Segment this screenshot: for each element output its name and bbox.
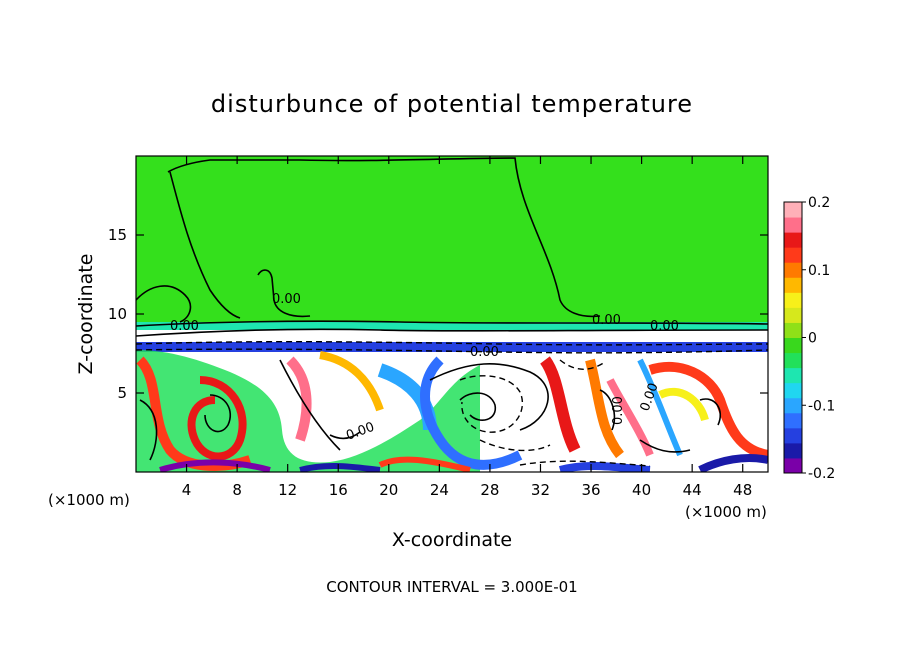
x-tick-label: 16 — [329, 481, 348, 499]
colorbar-tick-label: 0 — [808, 331, 817, 347]
contour-line — [136, 348, 768, 354]
colorbar-swatch — [784, 262, 802, 278]
contour-label: 0.00 — [650, 319, 679, 334]
x-axis-label: X-coordinate — [392, 529, 512, 551]
colorbar-tick-label: 0.2 — [808, 195, 830, 211]
colorbar-tick-label: 0.1 — [808, 263, 830, 279]
colorbar-swatch — [784, 352, 802, 369]
x-unit-label-left: (×1000 m) — [48, 491, 130, 509]
y-axis: 5 10 15 — [108, 226, 768, 402]
x-unit-label-right: (×1000 m) — [685, 503, 767, 521]
contour-line — [639, 439, 691, 453]
x-tick-label: 32 — [531, 481, 550, 499]
eddy-field — [136, 350, 768, 472]
contour-line — [139, 399, 158, 461]
colorbar-swatch — [784, 397, 802, 414]
colorbar-swatch — [784, 292, 802, 308]
colorbar-tick-label: -0.1 — [808, 398, 835, 414]
colorbar-swatch — [784, 412, 802, 429]
y-tick-label: 10 — [108, 305, 127, 323]
plot-area: 0.00 0.00 0.00 0.00 0.00 0.00 0.00 0.00 — [136, 156, 768, 472]
contour-line — [167, 157, 601, 318]
colorbar-tick-label: -0.2 — [808, 466, 835, 482]
contour-line — [429, 363, 549, 431]
x-tick-label: 28 — [480, 481, 499, 499]
colorbar-swatch — [784, 337, 802, 354]
colorbar-swatch — [784, 217, 802, 233]
x-tick-label: 36 — [581, 481, 600, 499]
y-tick-label: 15 — [108, 226, 127, 244]
colorbar-swatch — [784, 442, 802, 459]
contour-line — [699, 398, 722, 426]
chart-title: disturbunce of potential temperature — [211, 90, 693, 118]
x-tick-label: 24 — [430, 481, 449, 499]
x-axis: 4 8 12 16 20 24 28 32 36 40 44 48 — [182, 156, 752, 499]
contour-line — [204, 394, 232, 433]
colorbar-swatch — [784, 277, 802, 293]
interface-band — [136, 322, 768, 330]
upper-field — [136, 156, 768, 326]
y-axis-label: Z-coordinate — [75, 254, 97, 375]
contour-line — [169, 171, 241, 319]
contour-line — [136, 285, 192, 323]
x-tick-label: 4 — [182, 481, 192, 499]
contour-label: 0.00 — [592, 313, 621, 328]
colorbar: 0.2 0.1 0 -0.1 -0.2 — [783, 195, 835, 482]
x-tick-label: 8 — [232, 481, 242, 499]
y-tick-label: 5 — [117, 384, 127, 402]
colorbar-swatch — [784, 382, 802, 399]
cold-band — [136, 342, 768, 352]
contour-line — [459, 375, 523, 433]
colorbar-swatch — [784, 247, 802, 263]
colorbar-swatch — [784, 322, 802, 338]
contour-line — [459, 392, 496, 421]
x-tick-label: 20 — [379, 481, 398, 499]
contour-interval-note: CONTOUR INTERVAL = 3.000E-01 — [326, 578, 577, 596]
contour-line — [136, 320, 768, 327]
colorbar-swatch — [784, 457, 802, 474]
contour-line — [136, 340, 768, 346]
colorbar-swatch — [784, 307, 802, 323]
x-tick-label: 44 — [683, 481, 702, 499]
contour-labels: 0.00 0.00 0.00 0.00 0.00 0.00 0.00 0.00 — [170, 292, 679, 444]
colorbar-swatch — [784, 427, 802, 444]
contour-lines-dashed — [136, 340, 768, 467]
contour-line — [257, 269, 311, 318]
contour-line — [279, 359, 341, 451]
contour-line — [329, 431, 361, 440]
contour-label: 0.00 — [470, 345, 499, 360]
contour-line — [136, 328, 768, 337]
contour-line — [599, 389, 616, 431]
colorbar-swatch — [784, 232, 802, 248]
x-tick-label: 48 — [733, 481, 752, 499]
contour-label: 0.00 — [170, 319, 199, 334]
colorbar-swatch — [784, 367, 802, 384]
x-tick-label: 12 — [278, 481, 297, 499]
contour-line — [519, 460, 651, 467]
contour-label: 0.00 — [272, 292, 301, 307]
contour-label: 0.00 — [611, 396, 626, 425]
x-tick-label: 40 — [632, 481, 651, 499]
contour-line — [559, 359, 606, 370]
colorbar-swatch — [784, 202, 802, 218]
contour-lines — [136, 157, 768, 461]
